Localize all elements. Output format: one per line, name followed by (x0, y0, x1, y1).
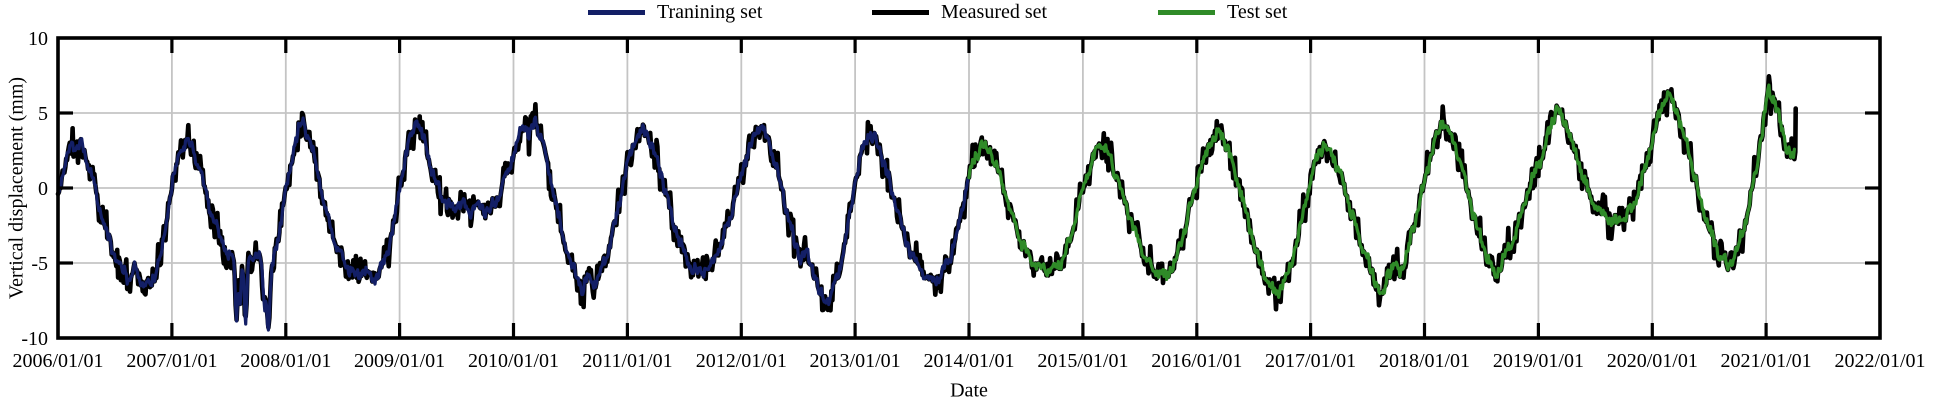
y-axis-title: Vertical displacement (mm) (5, 76, 28, 300)
svg-text:2011/01/01: 2011/01/01 (582, 350, 672, 372)
svg-text:2016/01/01: 2016/01/01 (1151, 350, 1242, 372)
svg-text:2013/01/01: 2013/01/01 (810, 350, 901, 372)
series-test-line (967, 83, 1797, 299)
svg-text:2020/01/01: 2020/01/01 (1607, 350, 1698, 372)
axes-frame (56, 36, 1882, 340)
legend-item-test: Test set (1158, 1, 1287, 23)
svg-text:-5: -5 (31, 253, 48, 275)
svg-text:2007/01/01: 2007/01/01 (126, 350, 217, 372)
svg-text:2006/01/01: 2006/01/01 (12, 350, 103, 372)
svg-text:2017/01/01: 2017/01/01 (1265, 350, 1356, 372)
test-line-swatch (1158, 9, 1215, 15)
x-axis-title: Date (950, 379, 988, 402)
svg-text:2009/01/01: 2009/01/01 (354, 350, 445, 372)
svg-text:2014/01/01: 2014/01/01 (923, 350, 1014, 372)
x-tick-labels: 2006/01/01 2007/01/01 2008/01/01 2009/01/01… (12, 350, 1925, 372)
svg-text:2021/01/01: 2021/01/01 (1721, 350, 1812, 372)
svg-text:2018/01/01: 2018/01/01 (1379, 350, 1470, 372)
y-tick-labels: 10 5 0 -5 -10 (21, 28, 48, 350)
svg-text:2008/01/01: 2008/01/01 (240, 350, 331, 372)
measured-line-swatch (872, 9, 929, 15)
svg-text:2019/01/01: 2019/01/01 (1493, 350, 1584, 372)
svg-text:10: 10 (28, 28, 48, 50)
series-measured-line (55, 74, 1798, 330)
legend-item-measured: Measured set (872, 1, 1047, 23)
svg-text:5: 5 (38, 103, 48, 125)
training-line-swatch (588, 9, 645, 15)
legend-item-training: Tranining set (588, 1, 762, 23)
legend: Tranining set Measured set Test set (0, 0, 1934, 24)
series-training-line (56, 115, 971, 332)
svg-text:2022/01/01: 2022/01/01 (1834, 350, 1925, 372)
legend-label-training: Tranining set (657, 0, 763, 23)
svg-text:2010/01/01: 2010/01/01 (468, 350, 559, 372)
legend-label-test: Test set (1227, 0, 1288, 23)
svg-text:0: 0 (38, 178, 48, 200)
svg-text:-10: -10 (21, 328, 48, 350)
legend-label-measured: Measured set (941, 0, 1048, 23)
svg-text:2012/01/01: 2012/01/01 (696, 350, 787, 372)
svg-text:2015/01/01: 2015/01/01 (1037, 350, 1128, 372)
